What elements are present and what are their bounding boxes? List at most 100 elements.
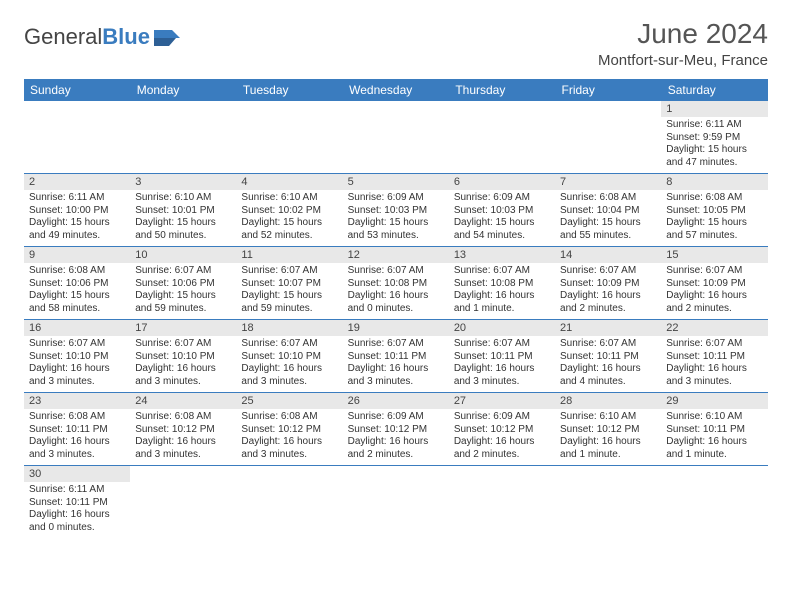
- day-number: 9: [24, 247, 130, 263]
- day-number: 18: [236, 320, 342, 336]
- logo-word2: Blue: [102, 24, 150, 49]
- calendar-cell: 10Sunrise: 6:07 AMSunset: 10:06 PMDaylig…: [130, 247, 236, 320]
- day-details: Sunrise: 6:09 AMSunset: 10:12 PMDaylight…: [343, 409, 449, 465]
- calendar-cell: 27Sunrise: 6:09 AMSunset: 10:12 PMDaylig…: [449, 393, 555, 466]
- day-details: Sunrise: 6:08 AMSunset: 10:12 PMDaylight…: [236, 409, 342, 465]
- calendar-cell: 20Sunrise: 6:07 AMSunset: 10:11 PMDaylig…: [449, 320, 555, 393]
- day-number: 5: [343, 174, 449, 190]
- day-number: 7: [555, 174, 661, 190]
- day-details: Sunrise: 6:11 AMSunset: 10:00 PMDaylight…: [24, 190, 130, 246]
- calendar-cell: 22Sunrise: 6:07 AMSunset: 10:11 PMDaylig…: [661, 320, 767, 393]
- calendar-table: SundayMondayTuesdayWednesdayThursdayFrid…: [24, 79, 768, 538]
- day-number: 21: [555, 320, 661, 336]
- day-details: Sunrise: 6:10 AMSunset: 10:01 PMDaylight…: [130, 190, 236, 246]
- day-number: 17: [130, 320, 236, 336]
- calendar-cell: 11Sunrise: 6:07 AMSunset: 10:07 PMDaylig…: [236, 247, 342, 320]
- weekday-header: Sunday: [24, 79, 130, 101]
- calendar-cell: 28Sunrise: 6:10 AMSunset: 10:12 PMDaylig…: [555, 393, 661, 466]
- day-details: Sunrise: 6:10 AMSunset: 10:11 PMDaylight…: [661, 409, 767, 465]
- day-details: Sunrise: 6:07 AMSunset: 10:06 PMDaylight…: [130, 263, 236, 319]
- calendar-body: 1Sunrise: 6:11 AMSunset: 9:59 PMDaylight…: [24, 101, 768, 538]
- calendar-cell: 12Sunrise: 6:07 AMSunset: 10:08 PMDaylig…: [343, 247, 449, 320]
- day-details: Sunrise: 6:08 AMSunset: 10:12 PMDaylight…: [130, 409, 236, 465]
- day-details: Sunrise: 6:07 AMSunset: 10:08 PMDaylight…: [343, 263, 449, 319]
- logo-word1: General: [24, 24, 102, 49]
- day-details: Sunrise: 6:07 AMSunset: 10:09 PMDaylight…: [555, 263, 661, 319]
- day-number: 15: [661, 247, 767, 263]
- calendar-cell: [661, 466, 767, 539]
- calendar-cell: 19Sunrise: 6:07 AMSunset: 10:11 PMDaylig…: [343, 320, 449, 393]
- day-details: Sunrise: 6:11 AMSunset: 10:11 PMDaylight…: [24, 482, 130, 538]
- weekday-header: Tuesday: [236, 79, 342, 101]
- day-number: 3: [130, 174, 236, 190]
- calendar-cell: 1Sunrise: 6:11 AMSunset: 9:59 PMDaylight…: [661, 101, 767, 174]
- day-details: Sunrise: 6:07 AMSunset: 10:10 PMDaylight…: [130, 336, 236, 392]
- calendar-cell: [130, 466, 236, 539]
- day-number: 29: [661, 393, 767, 409]
- day-details: Sunrise: 6:08 AMSunset: 10:05 PMDaylight…: [661, 190, 767, 246]
- calendar-cell: [236, 101, 342, 174]
- calendar-cell: [449, 466, 555, 539]
- calendar-cell: [343, 466, 449, 539]
- day-number: 1: [661, 101, 767, 117]
- calendar-cell: [130, 101, 236, 174]
- weekday-header: Thursday: [449, 79, 555, 101]
- calendar-cell: 23Sunrise: 6:08 AMSunset: 10:11 PMDaylig…: [24, 393, 130, 466]
- day-details: Sunrise: 6:07 AMSunset: 10:11 PMDaylight…: [449, 336, 555, 392]
- day-number: 27: [449, 393, 555, 409]
- calendar-cell: 25Sunrise: 6:08 AMSunset: 10:12 PMDaylig…: [236, 393, 342, 466]
- calendar-cell: 29Sunrise: 6:10 AMSunset: 10:11 PMDaylig…: [661, 393, 767, 466]
- day-details: Sunrise: 6:07 AMSunset: 10:11 PMDaylight…: [343, 336, 449, 392]
- calendar-cell: 7Sunrise: 6:08 AMSunset: 10:04 PMDayligh…: [555, 174, 661, 247]
- day-details: Sunrise: 6:07 AMSunset: 10:10 PMDaylight…: [24, 336, 130, 392]
- day-number: 6: [449, 174, 555, 190]
- calendar-cell: 17Sunrise: 6:07 AMSunset: 10:10 PMDaylig…: [130, 320, 236, 393]
- calendar-cell: 9Sunrise: 6:08 AMSunset: 10:06 PMDayligh…: [24, 247, 130, 320]
- day-details: Sunrise: 6:09 AMSunset: 10:12 PMDaylight…: [449, 409, 555, 465]
- location: Montfort-sur-Meu, France: [598, 52, 768, 69]
- day-number: 13: [449, 247, 555, 263]
- weekday-header: Friday: [555, 79, 661, 101]
- day-details: Sunrise: 6:08 AMSunset: 10:11 PMDaylight…: [24, 409, 130, 465]
- calendar-cell: 5Sunrise: 6:09 AMSunset: 10:03 PMDayligh…: [343, 174, 449, 247]
- day-number: 10: [130, 247, 236, 263]
- day-number: 23: [24, 393, 130, 409]
- weekday-header: Monday: [130, 79, 236, 101]
- calendar-cell: [236, 466, 342, 539]
- day-number: 4: [236, 174, 342, 190]
- calendar-cell: 4Sunrise: 6:10 AMSunset: 10:02 PMDayligh…: [236, 174, 342, 247]
- title-block: June 2024 Montfort-sur-Meu, France: [598, 18, 768, 69]
- day-number: 16: [24, 320, 130, 336]
- day-number: 2: [24, 174, 130, 190]
- month-title: June 2024: [598, 18, 768, 50]
- day-details: Sunrise: 6:07 AMSunset: 10:09 PMDaylight…: [661, 263, 767, 319]
- day-number: 19: [343, 320, 449, 336]
- day-number: 25: [236, 393, 342, 409]
- calendar-cell: [24, 101, 130, 174]
- day-details: Sunrise: 6:10 AMSunset: 10:12 PMDaylight…: [555, 409, 661, 465]
- day-details: Sunrise: 6:09 AMSunset: 10:03 PMDaylight…: [343, 190, 449, 246]
- day-number: 20: [449, 320, 555, 336]
- calendar-cell: 26Sunrise: 6:09 AMSunset: 10:12 PMDaylig…: [343, 393, 449, 466]
- day-number: 22: [661, 320, 767, 336]
- calendar-cell: 21Sunrise: 6:07 AMSunset: 10:11 PMDaylig…: [555, 320, 661, 393]
- day-number: 14: [555, 247, 661, 263]
- calendar-cell: [555, 101, 661, 174]
- day-number: 11: [236, 247, 342, 263]
- day-number: 28: [555, 393, 661, 409]
- logo-flag-icon: [154, 28, 180, 46]
- calendar-cell: 2Sunrise: 6:11 AMSunset: 10:00 PMDayligh…: [24, 174, 130, 247]
- calendar-cell: [555, 466, 661, 539]
- weekday-header: Saturday: [661, 79, 767, 101]
- day-details: Sunrise: 6:10 AMSunset: 10:02 PMDaylight…: [236, 190, 342, 246]
- calendar-cell: 15Sunrise: 6:07 AMSunset: 10:09 PMDaylig…: [661, 247, 767, 320]
- calendar-cell: 18Sunrise: 6:07 AMSunset: 10:10 PMDaylig…: [236, 320, 342, 393]
- day-number: 12: [343, 247, 449, 263]
- calendar-cell: [449, 101, 555, 174]
- day-number: 30: [24, 466, 130, 482]
- calendar-cell: 8Sunrise: 6:08 AMSunset: 10:05 PMDayligh…: [661, 174, 767, 247]
- day-number: 24: [130, 393, 236, 409]
- day-details: Sunrise: 6:07 AMSunset: 10:11 PMDaylight…: [661, 336, 767, 392]
- day-details: Sunrise: 6:07 AMSunset: 10:07 PMDaylight…: [236, 263, 342, 319]
- calendar-cell: 14Sunrise: 6:07 AMSunset: 10:09 PMDaylig…: [555, 247, 661, 320]
